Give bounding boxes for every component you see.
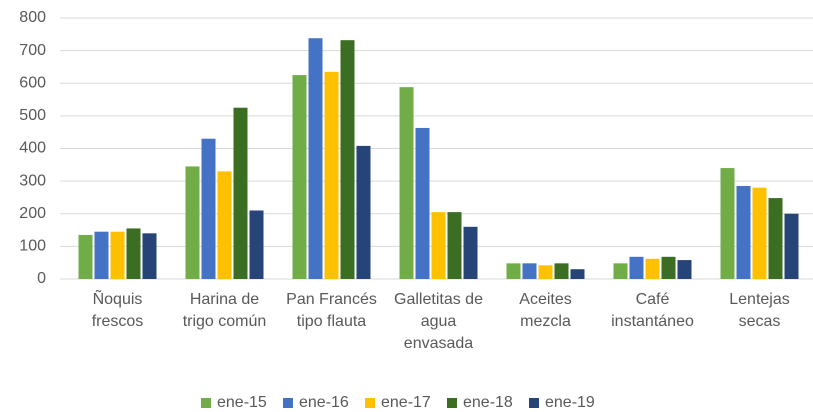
bar [308, 38, 323, 279]
bar [94, 231, 109, 279]
bar [768, 198, 783, 279]
x-tick-label: Pan Francés tipo flauta [286, 291, 377, 330]
bar [110, 231, 125, 279]
bar [340, 40, 355, 280]
y-tick-label: 500 [19, 107, 46, 124]
x-tick-label: Ñoquis frescos [91, 291, 144, 330]
bar [356, 145, 371, 279]
bar [431, 212, 446, 279]
y-tick-label: 600 [19, 74, 46, 91]
bar [554, 263, 569, 279]
bar [233, 107, 248, 279]
y-tick-label: 400 [19, 140, 46, 157]
bar [570, 269, 585, 279]
y-tick-label: 200 [19, 205, 46, 222]
bar [506, 263, 521, 279]
legend-label: ene-15 [217, 394, 267, 411]
bar [78, 234, 93, 279]
bar [399, 87, 414, 279]
bar [201, 138, 216, 279]
legend-label: ene-17 [381, 394, 431, 411]
legend-label: ene-18 [463, 394, 513, 411]
legend-swatch [365, 398, 375, 408]
bar [752, 187, 767, 279]
bar [447, 212, 462, 279]
y-tick-label: 300 [19, 172, 46, 189]
bar [613, 263, 628, 279]
x-tick-label: Lentejas secas [729, 291, 790, 330]
bar [645, 258, 660, 279]
legend-swatch [447, 398, 457, 408]
bar [415, 127, 430, 279]
bar [126, 228, 141, 279]
legend-label: ene-19 [545, 394, 595, 411]
bar [185, 166, 200, 279]
bar [736, 186, 751, 279]
bar [538, 265, 553, 279]
bar [324, 71, 339, 279]
legend-swatch [529, 398, 539, 408]
legend-swatch [283, 398, 293, 408]
x-tick-label: Café instantáneo [611, 291, 694, 330]
x-tick-label: Harina de trigo común [182, 291, 267, 330]
bar [784, 213, 799, 279]
bar [677, 260, 692, 279]
y-tick-label: 100 [19, 238, 46, 255]
bar [720, 168, 735, 279]
y-tick-label: 700 [19, 42, 46, 59]
x-tick-label: Galletitas de agua envasada [394, 291, 483, 352]
y-tick-label: 800 [19, 9, 46, 26]
bar [629, 256, 644, 279]
bar [142, 233, 157, 279]
x-tick-label: Aceites mezcla [519, 291, 572, 330]
bar [661, 256, 676, 279]
bar [522, 263, 537, 279]
bar [217, 171, 232, 279]
bar [463, 226, 478, 279]
bar [249, 210, 264, 279]
legend-label: ene-16 [299, 394, 349, 411]
y-tick-label: 0 [37, 270, 46, 287]
bar [292, 75, 307, 279]
legend-swatch [201, 398, 211, 408]
